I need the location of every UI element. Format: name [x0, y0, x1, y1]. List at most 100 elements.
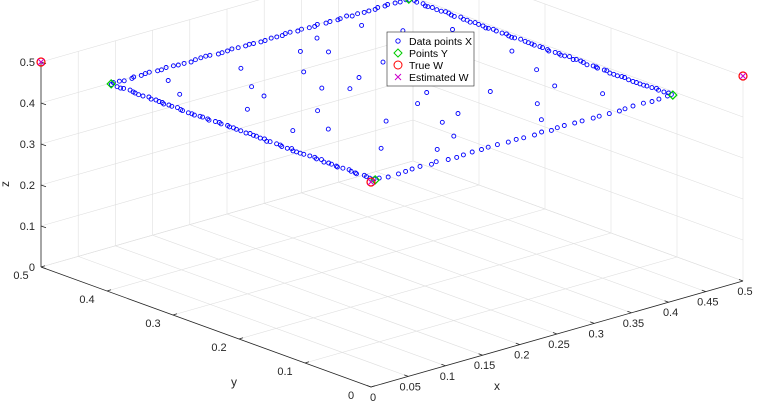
data-point	[301, 69, 307, 75]
data-point	[238, 128, 244, 134]
data-point	[505, 139, 511, 145]
data-point	[356, 75, 362, 80]
data-point	[166, 102, 172, 108]
data-point	[189, 111, 195, 117]
data-point	[366, 8, 372, 14]
data-point	[534, 67, 540, 73]
grid-line-back-z	[40, 0, 260, 63]
y-tick-mark	[238, 337, 244, 340]
data-point	[567, 54, 572, 60]
y-tick-label: 0.1	[277, 366, 292, 378]
data-point	[529, 41, 535, 47]
data-point	[455, 111, 461, 116]
data-point	[121, 85, 127, 91]
estimated-w-marker	[739, 72, 747, 80]
data-point	[622, 75, 628, 80]
legend-marker-large-circle	[393, 60, 403, 70]
data-point	[450, 27, 455, 32]
data-point	[451, 13, 457, 19]
x-tick-mark	[478, 353, 483, 356]
data-point	[656, 96, 662, 102]
x-tick-label: 0.4	[663, 307, 678, 319]
z-tick-mark	[40, 266, 47, 270]
data-point	[619, 74, 625, 80]
data-point	[121, 78, 127, 84]
data-point	[540, 45, 545, 51]
data-point	[118, 85, 124, 91]
z-tick-mark	[40, 102, 47, 106]
data-point	[326, 49, 331, 55]
x-tick-label: 0.35	[623, 318, 644, 330]
data-point	[279, 144, 285, 149]
grid-line-back-z	[40, 37, 414, 145]
data-point	[349, 13, 355, 19]
data-point	[156, 99, 162, 104]
x-axis-label: x	[494, 379, 500, 393]
data-point	[601, 67, 607, 73]
data-point	[579, 118, 585, 124]
true-w-marker	[36, 57, 46, 67]
data-point	[661, 89, 667, 95]
data-point	[257, 135, 263, 141]
x-tick-label: 0.3	[589, 328, 604, 340]
x-tick-mark	[590, 321, 595, 324]
data-point	[287, 29, 293, 35]
data-point	[513, 136, 519, 142]
z-tick-mark	[40, 184, 47, 188]
data-point	[319, 85, 325, 91]
data-point	[261, 93, 267, 99]
legend-entry-data: Data points X	[395, 36, 472, 48]
x-tick-mark	[552, 332, 558, 335]
data-point	[509, 34, 515, 40]
data-point	[451, 133, 457, 139]
data-point	[409, 166, 415, 172]
estimated-w-marker	[37, 58, 45, 66]
data-point	[295, 28, 301, 34]
data-point	[290, 128, 296, 134]
true-w-marker	[738, 71, 748, 81]
data-point	[359, 22, 365, 28]
data-point	[249, 84, 255, 90]
data-point	[467, 19, 473, 25]
data-point	[554, 125, 560, 131]
data-point	[274, 34, 280, 40]
y-tick-label: 0	[348, 390, 354, 401]
data-point	[333, 163, 339, 169]
grid-line-floor-x	[115, 245, 446, 367]
data-point	[382, 3, 388, 9]
data-point	[460, 152, 466, 158]
data-point	[545, 47, 550, 53]
data-point	[538, 117, 544, 123]
data-point	[203, 53, 209, 59]
data-point	[445, 157, 451, 162]
data-point	[403, 168, 409, 174]
grid-line-floor-x	[338, 181, 669, 303]
data-point	[284, 145, 290, 151]
data-point	[483, 25, 489, 31]
data-point	[378, 145, 384, 151]
data-point	[626, 77, 632, 83]
data-point	[161, 101, 167, 107]
data-point	[319, 157, 324, 163]
data-point	[649, 85, 655, 91]
legend-box	[386, 31, 475, 87]
grid-line-floor-y	[304, 256, 678, 364]
data-point	[306, 25, 312, 31]
data-point	[656, 87, 661, 93]
data-point	[136, 92, 142, 98]
data-point	[460, 16, 466, 22]
data-point	[604, 68, 610, 74]
data-point	[383, 118, 389, 124]
data-point	[238, 65, 244, 71]
data-point	[372, 6, 378, 12]
data-point	[180, 108, 185, 114]
data-point	[595, 65, 600, 71]
data-point	[129, 75, 135, 81]
data-point	[250, 132, 256, 138]
data-point	[641, 82, 647, 88]
x-tick-label: 0.05	[399, 381, 420, 393]
data-point	[347, 86, 353, 92]
data-point	[229, 46, 235, 52]
data-point	[424, 90, 430, 95]
legend-marker-circle	[395, 38, 401, 44]
